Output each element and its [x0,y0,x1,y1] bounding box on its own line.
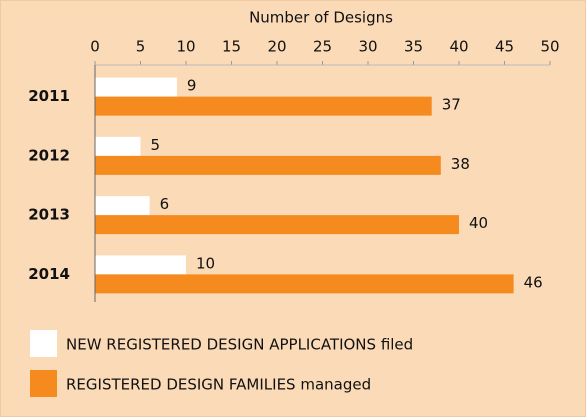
bar [95,196,150,216]
legend-swatch [30,370,57,397]
x-tick-label: 50 [540,38,559,56]
x-tick-label: 45 [495,38,514,56]
value-label: 38 [451,155,470,173]
bar [95,155,441,175]
bar [95,136,141,156]
x-tick-label: 0 [90,38,100,56]
value-label: 5 [151,136,161,154]
y-tick-label: 2011 [28,87,70,105]
y-tick-label: 2014 [28,265,70,283]
x-axis-title: Number of Designs [249,9,393,27]
value-label: 9 [187,77,197,95]
value-label: 10 [196,254,215,272]
x-tick-label: 30 [358,38,377,56]
bar [95,215,459,235]
x-tick-label: 20 [267,38,286,56]
x-tick-label: 15 [222,38,241,56]
x-tick-label: 40 [449,38,468,56]
x-tick-label: 5 [136,38,146,56]
value-label: 40 [469,214,488,232]
bar [95,255,186,275]
value-label: 6 [160,195,170,213]
legend-label: NEW REGISTERED DESIGN APPLICATIONS filed [66,336,413,354]
value-label: 37 [442,96,461,114]
bar [95,274,514,294]
y-tick-label: 2012 [28,146,70,164]
x-tick-label: 25 [313,38,332,56]
legend-swatch [30,330,57,357]
x-tick-label: 10 [176,38,195,56]
y-tick-label: 2013 [28,206,70,224]
value-label: 46 [524,273,543,291]
bar [95,96,432,116]
legend-label: REGISTERED DESIGN FAMILIES managed [66,376,371,394]
bar [95,77,177,97]
x-tick-label: 35 [404,38,423,56]
